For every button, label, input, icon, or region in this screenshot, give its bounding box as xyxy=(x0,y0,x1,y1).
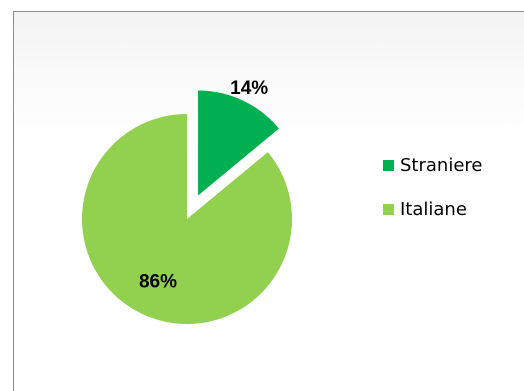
pie-slice-straniere xyxy=(198,90,279,196)
legend-label-italiane: Italiane xyxy=(400,199,467,220)
legend-swatch-italiane xyxy=(383,204,394,215)
data-label-italiane: 86% xyxy=(139,272,177,293)
legend-label-straniere: Straniere xyxy=(400,155,482,176)
legend: Straniere Italiane xyxy=(383,155,482,220)
pie-data-labels: 14% 86% xyxy=(139,78,268,293)
pie-slices xyxy=(81,90,292,324)
data-label-straniere: 14% xyxy=(230,78,268,99)
pie-chart: 14% 86% Straniere Italiane xyxy=(81,78,482,324)
legend-swatch-straniere xyxy=(383,160,394,171)
pie-slice-italiane xyxy=(81,114,292,324)
